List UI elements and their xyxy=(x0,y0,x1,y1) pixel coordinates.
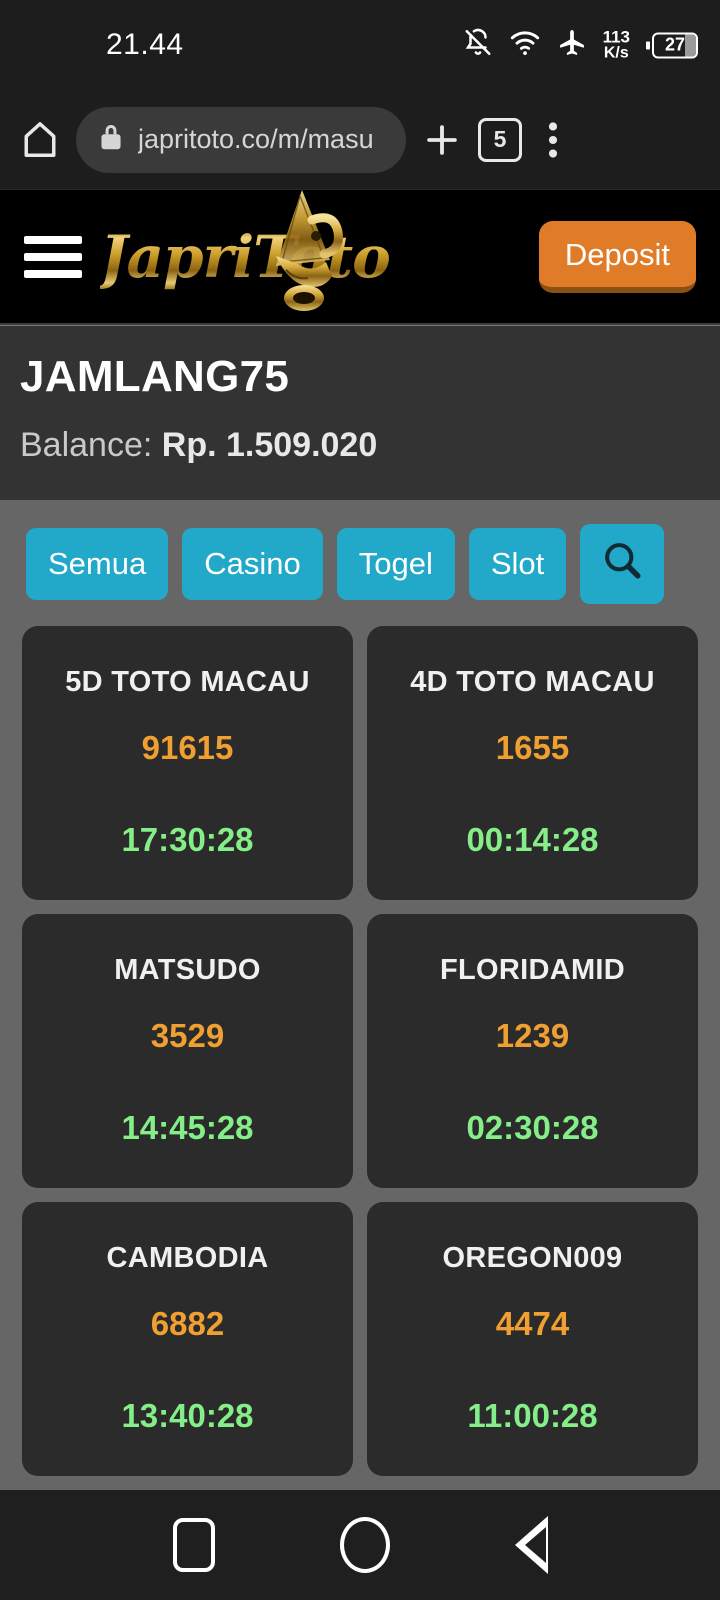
site-header: JapriToto Dep xyxy=(0,190,720,325)
game-title: 5D TOTO MACAU xyxy=(65,666,310,698)
recents-square-icon[interactable] xyxy=(172,1518,215,1572)
home-icon[interactable] xyxy=(18,118,62,162)
game-timer: 00:14:28 xyxy=(466,821,599,858)
balance-value: Rp. 1.509.020 xyxy=(161,426,378,464)
overflow-menu-icon[interactable] xyxy=(536,118,570,162)
tab-togel[interactable]: Togel xyxy=(336,528,455,600)
search-button[interactable] xyxy=(580,524,665,604)
new-tab-icon[interactable] xyxy=(420,118,464,162)
game-timer: 17:30:28 xyxy=(121,821,254,858)
status-bar-icons: 113 K/s 27 xyxy=(463,28,698,63)
game-title: 4D TOTO MACAU xyxy=(410,666,655,698)
battery-percent-label: 27 xyxy=(664,34,686,55)
hamburger-menu-icon[interactable] xyxy=(24,235,82,278)
status-bar: 21.44 xyxy=(0,0,720,90)
game-result: 4474 xyxy=(495,1305,570,1342)
game-result: 91615 xyxy=(141,729,234,766)
main-content: Semua Casino Togel Slot 5D TOTO MACAU 91… xyxy=(0,500,720,1476)
tab-slot[interactable]: Slot xyxy=(468,528,567,600)
balance-label: Balance: xyxy=(20,426,162,464)
game-card[interactable]: 4D TOTO MACAU 1655 00:14:28 xyxy=(367,626,698,900)
game-timer: 02:30:28 xyxy=(466,1109,599,1146)
url-bar[interactable]: japritoto.co/m/masu xyxy=(76,106,406,173)
game-result: 1239 xyxy=(495,1017,570,1054)
site-logo-text: JapriToto xyxy=(100,222,391,291)
game-timer: 11:00:28 xyxy=(467,1397,598,1434)
game-title: FLORIDAMID xyxy=(439,954,626,986)
game-title: CAMBODIA xyxy=(106,1242,269,1274)
bell-off-icon xyxy=(463,28,493,63)
game-card-grid: 5D TOTO MACAU 91615 17:30:28 4D TOTO MAC… xyxy=(0,626,720,1476)
tab-count-label: 5 xyxy=(493,126,507,152)
game-card[interactable]: 5D TOTO MACAU 91615 17:30:28 xyxy=(22,626,353,900)
tab-switcher-icon[interactable]: 5 xyxy=(478,117,522,162)
game-title: OREGON009 xyxy=(442,1242,623,1274)
game-card[interactable]: CAMBODIA 6882 13:40:28 xyxy=(22,1202,353,1476)
network-speed-indicator: 113 K/s xyxy=(602,27,630,62)
balance-row: Balance: Rp. 1.509.020 xyxy=(20,426,700,465)
home-circle-icon[interactable] xyxy=(339,1517,390,1573)
tab-semua[interactable]: Semua xyxy=(26,528,169,600)
android-nav-bar xyxy=(0,1490,720,1600)
tab-casino[interactable]: Casino xyxy=(182,528,323,600)
airplane-mode-icon xyxy=(557,28,587,63)
back-triangle-icon[interactable] xyxy=(514,1516,548,1574)
battery-icon: 27 xyxy=(646,32,698,58)
wifi-icon xyxy=(509,28,541,63)
game-result: 3529 xyxy=(150,1017,225,1054)
search-icon xyxy=(600,538,644,590)
game-card[interactable]: OREGON009 4474 11:00:28 xyxy=(367,1202,698,1476)
url-text: japritoto.co/m/masu xyxy=(138,124,374,154)
browser-toolbar: japritoto.co/m/masu 5 xyxy=(0,90,720,190)
game-result: 1655 xyxy=(495,729,570,766)
account-panel: JAMLANG75 Balance: Rp. 1.509.020 xyxy=(0,325,720,500)
lock-icon xyxy=(98,122,124,157)
status-bar-clock: 21.44 xyxy=(106,28,184,61)
game-card[interactable]: FLORIDAMID 1239 02:30:28 xyxy=(367,914,698,1188)
game-timer: 13:40:28 xyxy=(121,1397,254,1434)
category-filter-tabs: Semua Casino Togel Slot xyxy=(0,500,720,626)
site-logo[interactable]: JapriToto xyxy=(100,190,539,323)
game-timer: 14:45:28 xyxy=(121,1109,254,1146)
game-card[interactable]: MATSUDO 3529 14:45:28 xyxy=(22,914,353,1188)
deposit-button[interactable]: Deposit xyxy=(538,220,696,293)
game-title: MATSUDO xyxy=(114,954,261,986)
username-label: JAMLANG75 xyxy=(20,352,290,401)
game-result: 6882 xyxy=(150,1305,225,1342)
